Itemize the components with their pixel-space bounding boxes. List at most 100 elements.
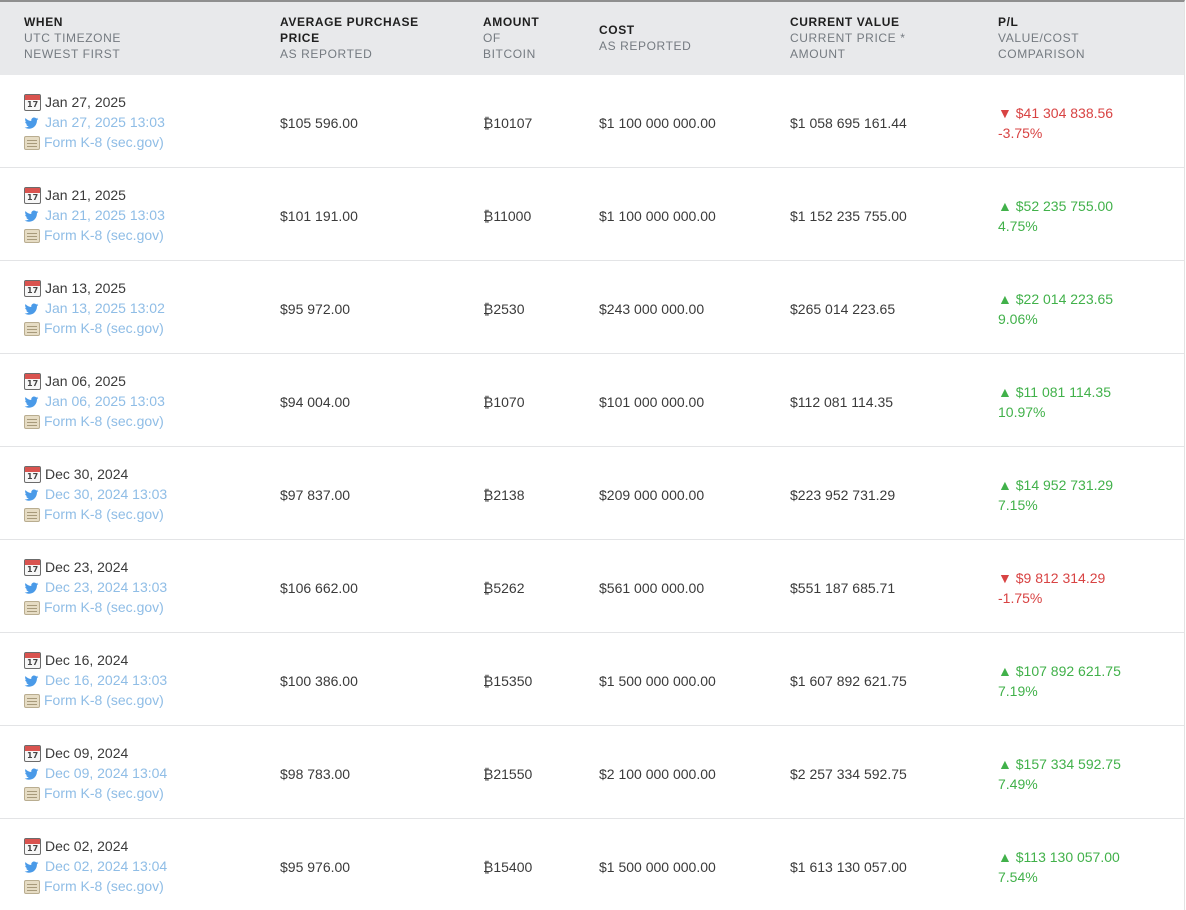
when-cell: Dec 02, 2024 Dec 02, 2024 13:04 Form K-8…	[24, 836, 167, 896]
amount-cell: ₿11000	[483, 208, 532, 224]
date-line: Dec 09, 2024	[24, 743, 167, 763]
amount-cell: ₿2138	[483, 487, 525, 503]
twitter-icon	[24, 207, 41, 224]
table-row: Jan 27, 2025 Jan 27, 2025 13:03 Form K-8…	[0, 75, 1184, 168]
date-line: Jan 21, 2025	[24, 185, 165, 205]
pl-amount: ▼ $41 304 838.56	[998, 105, 1114, 121]
cost-cell: $561 000 000.00	[599, 580, 705, 596]
when-cell: Jan 21, 2025 Jan 21, 2025 13:03 Form K-8…	[24, 185, 165, 245]
header-current-value[interactable]: CURRENT VALUE CURRENT PRICE * AMOUNT	[790, 14, 905, 62]
table-row: Jan 21, 2025 Jan 21, 2025 13:03 Form K-8…	[0, 168, 1184, 261]
tweet-line: Dec 09, 2024 13:04	[24, 763, 167, 783]
header-cost[interactable]: COST AS REPORTED	[599, 22, 691, 54]
filing-link[interactable]: Form K-8 (sec.gov)	[44, 227, 164, 243]
current-value-cell: $265 014 223.65	[790, 301, 896, 317]
header-amount[interactable]: AMOUNT OF BITCOIN	[483, 14, 539, 62]
filing-link[interactable]: Form K-8 (sec.gov)	[44, 692, 164, 708]
filing-line: Form K-8 (sec.gov)	[24, 690, 167, 710]
avg-price-cell: $106 662.00	[280, 580, 358, 596]
filing-line: Form K-8 (sec.gov)	[24, 318, 165, 338]
twitter-icon	[24, 486, 41, 503]
table-row: Dec 16, 2024 Dec 16, 2024 13:03 Form K-8…	[0, 633, 1184, 726]
pl-amount: ▲ $157 334 592.75	[998, 756, 1121, 772]
pl-cell: ▲ $11 081 114.35 10.97%	[998, 382, 1111, 422]
current-value-cell: $223 952 731.29	[790, 487, 896, 503]
date-line: Jan 27, 2025	[24, 92, 165, 112]
tweet-link[interactable]: Jan 21, 2025 13:03	[45, 207, 165, 223]
calendar-icon	[24, 744, 41, 762]
document-icon	[24, 508, 40, 522]
pl-percent: 7.15%	[998, 497, 1038, 513]
amount-cell: ₿21550	[483, 766, 533, 782]
when-cell: Dec 09, 2024 Dec 09, 2024 13:04 Form K-8…	[24, 743, 167, 803]
header-avg-sub1: AS REPORTED	[280, 47, 373, 61]
amount-cell: ₿15350	[483, 673, 533, 689]
cost-cell: $243 000 000.00	[599, 301, 705, 317]
avg-price-cell: $97 837.00	[280, 487, 351, 503]
date-line: Jan 13, 2025	[24, 278, 165, 298]
twitter-icon	[24, 858, 41, 875]
filing-link[interactable]: Form K-8 (sec.gov)	[44, 878, 164, 894]
cost-cell: $101 000 000.00	[599, 394, 705, 410]
header-avg-title1: AVERAGE PURCHASE	[280, 15, 419, 29]
document-icon	[24, 787, 40, 801]
pl-percent: -1.75%	[998, 590, 1043, 606]
current-value-cell: $1 607 892 621.75	[790, 673, 907, 689]
calendar-icon	[24, 279, 41, 297]
filing-link[interactable]: Form K-8 (sec.gov)	[44, 413, 164, 429]
date-line: Dec 16, 2024	[24, 650, 167, 670]
tweet-line: Dec 30, 2024 13:03	[24, 484, 167, 504]
tweet-link[interactable]: Dec 23, 2024 13:03	[45, 579, 168, 595]
pl-percent: 4.75%	[998, 218, 1038, 234]
filing-line: Form K-8 (sec.gov)	[24, 876, 167, 896]
tweet-line: Jan 27, 2025 13:03	[24, 112, 165, 132]
tweet-link[interactable]: Dec 16, 2024 13:03	[45, 672, 168, 688]
tweet-link[interactable]: Dec 09, 2024 13:04	[45, 765, 168, 781]
header-pl[interactable]: P/L VALUE/COST COMPARISON	[998, 14, 1085, 62]
cost-cell: $209 000 000.00	[599, 487, 705, 503]
header-value-title: CURRENT VALUE	[790, 15, 900, 29]
pl-cell: ▲ $113 130 057.00 7.54%	[998, 847, 1120, 887]
header-pl-sub2: COMPARISON	[998, 47, 1086, 61]
avg-price-cell: $101 191.00	[280, 208, 358, 224]
tweet-link[interactable]: Dec 02, 2024 13:04	[45, 858, 168, 874]
tweet-line: Dec 02, 2024 13:04	[24, 856, 167, 876]
filing-link[interactable]: Form K-8 (sec.gov)	[44, 785, 164, 801]
filing-link[interactable]: Form K-8 (sec.gov)	[44, 134, 164, 150]
tweet-link[interactable]: Jan 06, 2025 13:03	[45, 393, 165, 409]
pl-percent: 7.54%	[998, 869, 1038, 885]
pl-amount: ▲ $22 014 223.65	[998, 291, 1114, 307]
tweet-link[interactable]: Dec 30, 2024 13:03	[45, 486, 168, 502]
when-cell: Jan 27, 2025 Jan 27, 2025 13:03 Form K-8…	[24, 92, 165, 152]
filing-link[interactable]: Form K-8 (sec.gov)	[44, 320, 164, 336]
amount-cell: ₿1070	[483, 394, 525, 410]
when-cell: Dec 16, 2024 Dec 16, 2024 13:03 Form K-8…	[24, 650, 167, 710]
header-amount-sub1: OF	[483, 31, 501, 45]
purchase-date: Dec 09, 2024	[45, 745, 129, 761]
pl-cell: ▲ $14 952 731.29 7.15%	[998, 475, 1113, 515]
header-avg-price[interactable]: AVERAGE PURCHASE PRICE AS REPORTED	[280, 14, 419, 62]
header-pl-title: P/L	[998, 15, 1019, 29]
twitter-icon	[24, 765, 41, 782]
when-cell: Jan 13, 2025 Jan 13, 2025 13:02 Form K-8…	[24, 278, 165, 338]
when-cell: Dec 30, 2024 Dec 30, 2024 13:03 Form K-8…	[24, 464, 167, 524]
filing-line: Form K-8 (sec.gov)	[24, 411, 165, 431]
calendar-icon	[24, 465, 41, 483]
tweet-link[interactable]: Jan 27, 2025 13:03	[45, 114, 165, 130]
current-value-cell: $2 257 334 592.75	[790, 766, 907, 782]
filing-link[interactable]: Form K-8 (sec.gov)	[44, 506, 164, 522]
filing-line: Form K-8 (sec.gov)	[24, 225, 165, 245]
filing-link[interactable]: Form K-8 (sec.gov)	[44, 599, 164, 615]
document-icon	[24, 415, 40, 429]
amount-cell: ₿15400	[483, 859, 533, 875]
when-cell: Jan 06, 2025 Jan 06, 2025 13:03 Form K-8…	[24, 371, 165, 431]
pl-percent: 7.19%	[998, 683, 1038, 699]
document-icon	[24, 322, 40, 336]
current-value-cell: $1 152 235 755.00	[790, 208, 907, 224]
avg-price-cell: $105 596.00	[280, 115, 358, 131]
tweet-link[interactable]: Jan 13, 2025 13:02	[45, 300, 165, 316]
header-when[interactable]: WHEN UTC TIMEZONE NEWEST FIRST	[24, 14, 121, 62]
cost-cell: $1 500 000 000.00	[599, 673, 716, 689]
header-amount-title: AMOUNT	[483, 15, 540, 29]
header-amount-sub2: BITCOIN	[483, 47, 536, 61]
